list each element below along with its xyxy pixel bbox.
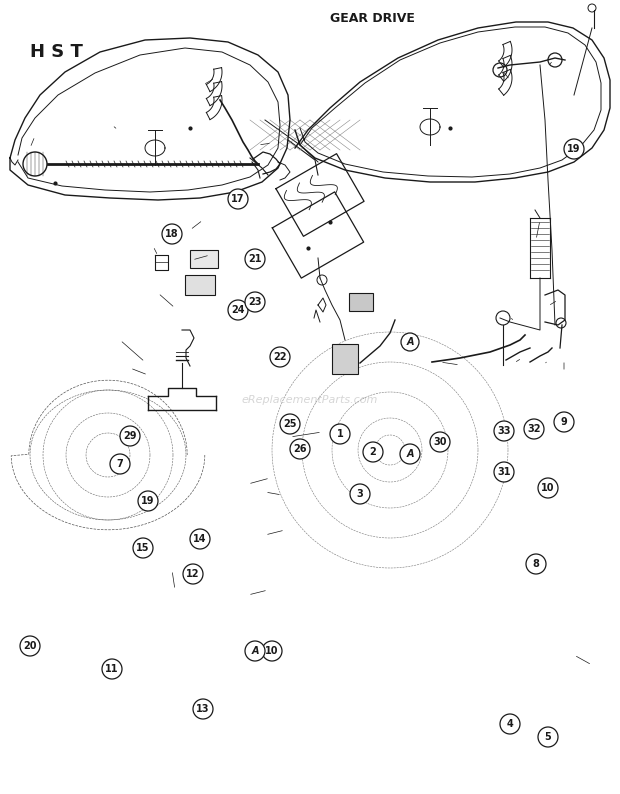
FancyBboxPatch shape [185,275,215,295]
Circle shape [138,491,158,511]
Circle shape [270,347,290,367]
Text: 25: 25 [283,419,297,429]
Circle shape [430,432,450,452]
Text: 5: 5 [544,732,551,742]
Text: 17: 17 [231,194,245,204]
Circle shape [538,727,558,747]
Circle shape [23,152,47,176]
Text: A: A [251,646,259,656]
Text: 4: 4 [507,719,513,729]
Circle shape [548,53,562,67]
Circle shape [245,292,265,312]
Text: eReplacementParts.com: eReplacementParts.com [242,395,378,405]
Text: 31: 31 [497,467,511,477]
Text: 23: 23 [248,297,262,307]
Circle shape [524,419,544,439]
Circle shape [20,636,40,656]
Circle shape [564,139,584,159]
Circle shape [494,462,514,482]
Text: 7: 7 [117,459,123,469]
FancyBboxPatch shape [332,344,358,374]
Text: 10: 10 [265,646,279,656]
Text: 19: 19 [567,144,581,154]
Circle shape [290,439,310,459]
Circle shape [588,4,596,12]
Circle shape [162,224,182,244]
Text: 33: 33 [497,426,511,436]
Text: 13: 13 [197,704,210,714]
Circle shape [190,529,210,549]
Circle shape [228,300,248,320]
Circle shape [401,333,419,351]
Text: 29: 29 [123,431,137,441]
Text: 10: 10 [541,483,555,493]
Circle shape [526,554,546,574]
Circle shape [280,414,300,434]
Circle shape [493,63,507,77]
Text: 12: 12 [186,569,200,579]
Circle shape [350,484,370,504]
Circle shape [262,641,282,661]
Text: 1: 1 [337,429,343,439]
Text: A: A [406,337,414,347]
Text: 18: 18 [165,229,179,239]
Circle shape [496,311,510,325]
FancyBboxPatch shape [349,293,373,311]
Circle shape [133,538,153,558]
Circle shape [110,454,130,474]
Circle shape [363,442,383,462]
Circle shape [500,714,520,734]
Text: 19: 19 [141,496,155,506]
Text: 21: 21 [248,254,262,264]
Text: 11: 11 [105,664,119,674]
Text: 20: 20 [24,641,37,651]
Text: 8: 8 [533,559,539,569]
Text: 32: 32 [527,424,541,434]
Text: 9: 9 [560,417,567,427]
Text: 2: 2 [370,447,376,457]
Circle shape [183,564,203,584]
Circle shape [494,421,514,441]
Text: 26: 26 [293,444,307,454]
Circle shape [400,444,420,464]
Text: H S T: H S T [30,43,83,61]
Text: 22: 22 [273,352,286,362]
Circle shape [228,189,248,209]
Text: A: A [406,449,414,459]
Circle shape [120,426,140,446]
Text: 24: 24 [231,305,245,315]
Circle shape [102,659,122,679]
Circle shape [330,424,350,444]
Circle shape [245,641,265,661]
Text: 3: 3 [356,489,363,499]
Text: 14: 14 [193,534,206,544]
Text: GEAR DRIVE: GEAR DRIVE [330,11,415,25]
Circle shape [317,275,327,285]
Circle shape [193,699,213,719]
FancyBboxPatch shape [190,250,218,268]
Circle shape [538,478,558,498]
Circle shape [556,318,566,328]
Text: 15: 15 [136,543,150,553]
Text: 30: 30 [433,437,447,447]
Circle shape [245,249,265,269]
Circle shape [554,412,574,432]
